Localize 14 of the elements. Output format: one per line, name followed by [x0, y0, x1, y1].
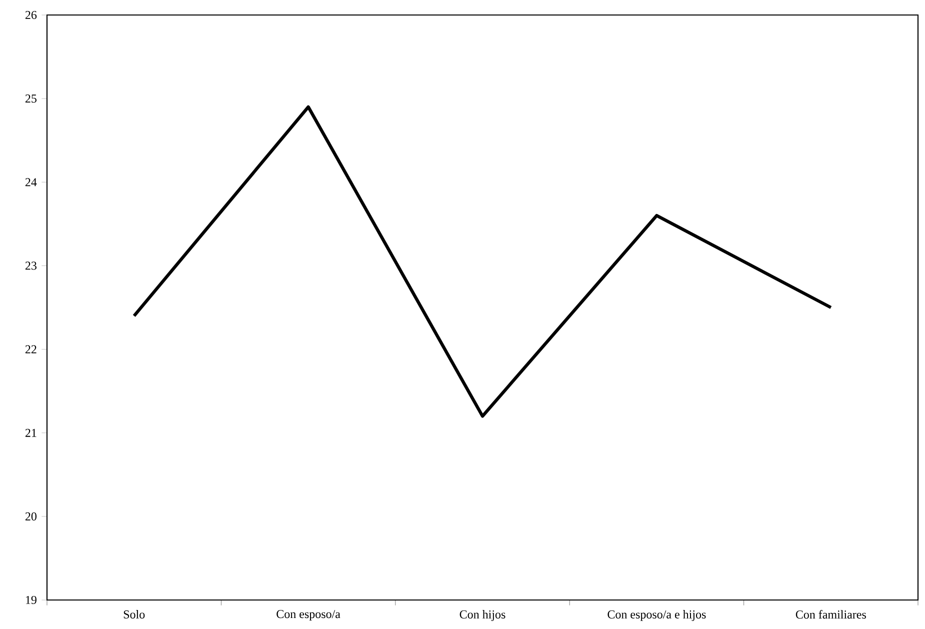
x-tick-label: Con hijos — [460, 610, 506, 621]
y-tick-label: 25 — [25, 94, 36, 103]
y-tick-label: 23 — [25, 262, 36, 270]
line-series — [132, 105, 833, 418]
y-tick-label: 22 — [25, 345, 36, 354]
x-tick-label: Con esposo/a — [276, 610, 340, 621]
x-tick-label: Con esposo/a e hijos — [608, 610, 706, 621]
y-tick-label: 19 — [26, 596, 36, 604]
y-tick-label: 26 — [25, 10, 37, 20]
y-tick-label: 24 — [25, 178, 37, 186]
x-tick-label: Con familiares — [796, 610, 866, 619]
x-tick-label: Solo — [124, 610, 145, 618]
y-tick-label: 20 — [25, 512, 36, 520]
y-tick-label: 21 — [25, 428, 36, 437]
